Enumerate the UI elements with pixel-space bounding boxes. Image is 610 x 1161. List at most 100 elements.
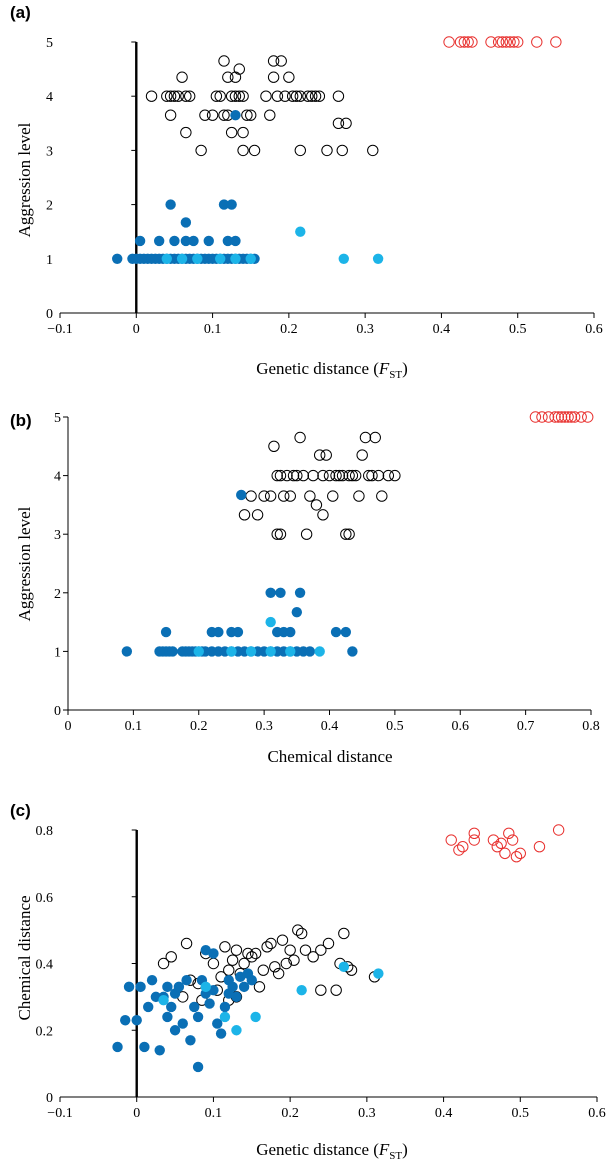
panel-c-x-label-sub: ST <box>389 1150 402 1161</box>
data-point-light-blue <box>372 253 384 264</box>
data-point-open-black <box>336 144 348 157</box>
data-point-dark-blue <box>203 235 214 247</box>
data-point-dark-blue <box>265 587 276 598</box>
data-point-open-black <box>261 941 273 953</box>
data-point-open-red <box>462 36 474 48</box>
data-point-open-black <box>283 71 295 83</box>
data-point-open-black <box>168 90 181 102</box>
panel-b-marks <box>121 411 594 657</box>
data-point-open-black <box>246 951 258 963</box>
y-tick-label: 2 <box>46 199 53 214</box>
data-point-open-black <box>218 55 230 67</box>
x-tick-label: 0.2 <box>190 719 208 734</box>
data-point-dark-blue <box>169 235 180 247</box>
data-point-dark-blue <box>236 489 247 501</box>
data-point-open-black <box>310 499 323 511</box>
data-point-open-red <box>458 36 471 48</box>
data-point-open-black <box>313 449 326 461</box>
data-point-dark-blue <box>180 235 192 247</box>
x-tick-label: 0.3 <box>358 1106 376 1121</box>
data-point-dark-blue <box>246 974 257 986</box>
data-point-open-black <box>257 964 269 976</box>
data-point-dark-blue <box>134 235 146 247</box>
data-point-open-black <box>233 90 245 102</box>
x-tick-label: 0.7 <box>517 719 535 734</box>
data-point-open-black <box>304 490 316 502</box>
data-point-open-red <box>504 36 516 48</box>
data-point-light-blue <box>230 253 241 264</box>
data-point-dark-blue <box>230 235 241 247</box>
data-point-open-black <box>359 431 372 444</box>
x-tick-label: 0.6 <box>452 719 470 734</box>
data-point-light-blue <box>250 1011 261 1023</box>
data-point-open-black <box>237 90 249 102</box>
panel-b-x-axis-label: Chemical distance <box>267 747 392 766</box>
data-point-open-red <box>510 851 523 863</box>
data-point-open-black <box>322 937 335 950</box>
data-point-open-red <box>445 834 457 846</box>
data-point-open-black <box>330 469 342 482</box>
panel-b-label: (b) <box>10 411 32 430</box>
y-tick-label: 3 <box>46 144 53 159</box>
data-point-open-black <box>249 947 262 960</box>
data-point-open-black <box>343 469 355 482</box>
data-point-dark-blue <box>165 199 176 210</box>
data-point-open-black <box>219 941 231 953</box>
data-point-open-red <box>454 36 467 48</box>
data-point-open-black <box>214 90 226 102</box>
data-point-dark-blue <box>285 626 296 638</box>
data-point-open-black <box>290 90 303 102</box>
data-point-open-black <box>225 126 238 139</box>
data-point-dark-blue <box>173 981 185 993</box>
data-point-open-black <box>332 90 345 102</box>
panel-a-x-label-italic: F <box>378 359 390 378</box>
panel-a-y-axis-label: Aggression level <box>15 122 34 237</box>
data-point-open-black <box>272 967 285 980</box>
data-point-open-red <box>499 847 511 860</box>
panel-c-x-axis-label: Genetic distance (FST) <box>256 1140 408 1161</box>
data-point-dark-blue <box>166 1001 177 1013</box>
data-point-open-red <box>503 827 515 840</box>
data-point-open-black <box>297 469 310 482</box>
data-point-dark-blue <box>153 235 165 247</box>
data-point-open-black <box>238 509 251 521</box>
data-point-open-black <box>164 109 177 121</box>
data-point-dark-blue <box>222 235 234 247</box>
data-point-open-black <box>295 927 308 940</box>
data-point-light-blue <box>338 253 349 264</box>
data-point-open-black <box>340 117 352 130</box>
data-point-open-black <box>264 109 276 121</box>
data-point-dark-blue <box>131 1015 142 1026</box>
data-point-dark-blue <box>232 626 244 638</box>
x-tick-label: 0.3 <box>356 322 374 337</box>
data-point-open-black <box>356 449 368 461</box>
data-point-open-black <box>317 469 329 482</box>
data-point-open-black <box>346 469 359 482</box>
data-point-light-blue <box>245 253 256 264</box>
x-tick-label: −0.1 <box>47 1106 72 1121</box>
data-point-open-black <box>291 469 303 482</box>
data-point-open-red <box>533 840 546 853</box>
data-point-light-blue <box>338 961 350 973</box>
panel-a-x-axis-label: Genetic distance (FST) <box>256 359 408 381</box>
y-tick-label: 0.2 <box>36 1024 54 1039</box>
data-point-open-black <box>376 490 388 502</box>
data-point-dark-blue <box>215 1028 227 1039</box>
data-point-open-red <box>565 411 578 423</box>
data-point-open-black <box>292 924 304 936</box>
data-point-open-black <box>195 144 207 157</box>
y-tick-label: 1 <box>46 253 53 268</box>
y-tick-label: 4 <box>46 90 53 105</box>
data-point-dark-blue <box>238 981 250 993</box>
data-point-dark-blue <box>112 1041 123 1053</box>
data-point-open-black <box>265 937 277 950</box>
data-point-open-black <box>206 109 219 121</box>
data-point-open-black <box>271 469 283 482</box>
data-point-open-black <box>271 528 283 540</box>
data-point-open-red <box>552 824 565 836</box>
x-tick-label: 0.5 <box>386 719 404 734</box>
data-point-dark-blue <box>180 217 192 228</box>
data-point-open-black <box>287 469 300 482</box>
data-point-dark-blue <box>304 646 316 657</box>
